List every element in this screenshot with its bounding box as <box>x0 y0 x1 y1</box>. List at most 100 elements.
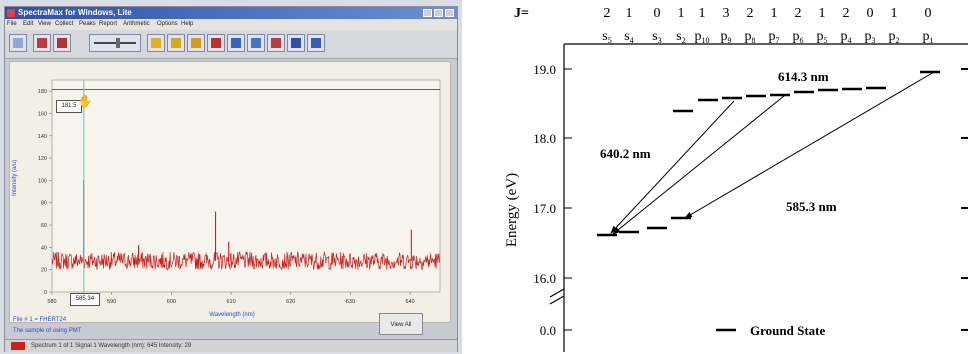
app-icon <box>7 9 15 17</box>
j-value: 3 <box>723 6 730 21</box>
crosshair-button[interactable] <box>147 34 165 52</box>
cursor-value: 181.5 <box>61 103 77 109</box>
cursor-value-box: 181.5 <box>56 100 82 113</box>
j-value: 1 <box>819 6 826 21</box>
menu-edit[interactable]: Edit <box>23 21 34 27</box>
level-label: p8 <box>745 29 756 45</box>
slider-control[interactable] <box>89 34 141 52</box>
y-tick-label: 18.0 <box>533 131 556 146</box>
zoom-button[interactable] <box>187 34 205 52</box>
mark-icon <box>57 38 67 48</box>
spectramax-photo: SpectraMax for Windows, Lite File Edit V… <box>0 0 462 354</box>
level-label: s5 <box>602 29 611 45</box>
table-icon <box>291 38 301 48</box>
j-value: 2 <box>843 6 850 21</box>
title-bar: SpectraMax for Windows, Lite <box>5 7 457 19</box>
maximize-button[interactable] <box>434 9 443 17</box>
y-tick-label: 0.0 <box>540 323 556 338</box>
smooth-button[interactable] <box>267 34 285 52</box>
j-value: 1 <box>626 6 633 21</box>
ground-state-label: Ground State <box>750 323 825 338</box>
y-tick-label: 17.0 <box>533 201 556 216</box>
j-value: 0 <box>654 6 661 21</box>
minimize-button[interactable] <box>423 9 432 17</box>
y-axis-label: Energy (eV) <box>504 173 520 247</box>
slider-icon <box>94 42 136 44</box>
print-button[interactable] <box>307 34 325 52</box>
mark-button[interactable] <box>53 34 71 52</box>
plot-panel[interactable]: 0 20 40 60 80 100 120 140 160 180 580 590 600 610 620… <box>9 61 451 323</box>
y-tick-label: 20 <box>41 268 47 274</box>
window-title: SpectraMax for Windows, Lite <box>18 8 132 17</box>
cursor-wavelength: 585.34 <box>75 296 95 302</box>
j-value: 1 <box>699 6 706 21</box>
level-label: s4 <box>624 29 633 45</box>
x-tick-label: 580 <box>47 299 56 305</box>
x-tick-label: 640 <box>406 299 415 305</box>
menu-options[interactable]: Options <box>157 21 178 27</box>
j-value: 1 <box>891 6 898 21</box>
baseline-icon <box>251 38 261 48</box>
spectramax-window: SpectraMax for Windows, Lite File Edit V… <box>4 6 458 352</box>
x-axis-label: Wavelength (nm) <box>209 312 254 318</box>
cursor-icon <box>171 38 181 48</box>
peaks-icon <box>37 38 47 48</box>
file-label: File # 1 = FHERT24 <box>13 317 67 323</box>
j-label: J= <box>514 6 529 21</box>
level-label: s3 <box>652 29 661 45</box>
level-label: p5 <box>817 29 828 45</box>
level-label: p4 <box>841 29 852 45</box>
y-tick-label: 80 <box>41 201 47 207</box>
open-button[interactable] <box>9 34 27 52</box>
spectrum-button[interactable] <box>207 34 225 52</box>
slider-thumb[interactable] <box>116 38 120 48</box>
y-tick-label: 120 <box>38 156 47 162</box>
menu-arithmetic[interactable]: Arithmetic <box>123 21 150 27</box>
spectrum-compare-icon <box>231 38 241 48</box>
menu-bar: File Edit View Collect Peaks Report Arit… <box>5 19 457 30</box>
level-label: s2 <box>676 29 685 45</box>
level-label: p3 <box>865 29 876 45</box>
transition-label-614: 614.3 nm <box>778 69 829 84</box>
spectrum-color-swatch <box>11 342 25 350</box>
axis-break-mark <box>549 288 565 298</box>
y-tick-label: 160 <box>38 111 47 117</box>
cursor-wavelength-box: 585.34 <box>69 293 100 306</box>
spectrum-compare-button[interactable] <box>227 34 245 52</box>
print-icon <box>311 38 321 48</box>
peaks-button[interactable] <box>33 34 51 52</box>
y-tick-label: 100 <box>38 178 47 184</box>
j-value: 2 <box>604 6 611 21</box>
axis-break-mark <box>549 295 565 305</box>
menu-collect[interactable]: Collect <box>55 21 74 27</box>
crosshair-icon <box>151 38 161 48</box>
y-tick-label: 0 <box>44 290 47 296</box>
x-tick-label: 600 <box>167 299 176 305</box>
view-all-button[interactable]: View All <box>379 313 423 335</box>
open-icon <box>13 38 23 48</box>
menu-peaks[interactable]: Peaks <box>79 21 96 27</box>
smooth-icon <box>271 38 281 48</box>
baseline-button[interactable] <box>247 34 265 52</box>
sample-label: The sample of using PMT <box>13 328 82 334</box>
level-label: p2 <box>889 29 900 45</box>
table-button[interactable] <box>287 34 305 52</box>
close-button[interactable] <box>445 9 454 17</box>
status-text: Spectrum 1 of 1 Signal 1 Wavelength (nm)… <box>31 343 192 349</box>
menu-report[interactable]: Report <box>99 21 118 27</box>
hand-cursor-icon: ✋ <box>77 94 93 108</box>
cursor-button[interactable] <box>167 34 185 52</box>
x-tick-label: 630 <box>346 299 355 305</box>
status-bar: Spectrum 1 of 1 Signal 1 Wavelength (nm)… <box>5 339 457 352</box>
y-tick-label: 19.0 <box>533 62 556 77</box>
level-label: p1 <box>923 29 934 45</box>
y-tick-label: 60 <box>41 223 47 229</box>
zoom-icon <box>191 38 201 48</box>
j-value: 1 <box>771 6 778 21</box>
menu-file[interactable]: File <box>7 21 17 27</box>
menu-view[interactable]: View <box>38 21 51 27</box>
spectrum-chart[interactable]: 0 20 40 60 80 100 120 140 160 180 580 590 600 610 620… <box>10 62 450 322</box>
menu-help[interactable]: Help <box>181 21 194 27</box>
transition-arrow <box>684 71 935 219</box>
